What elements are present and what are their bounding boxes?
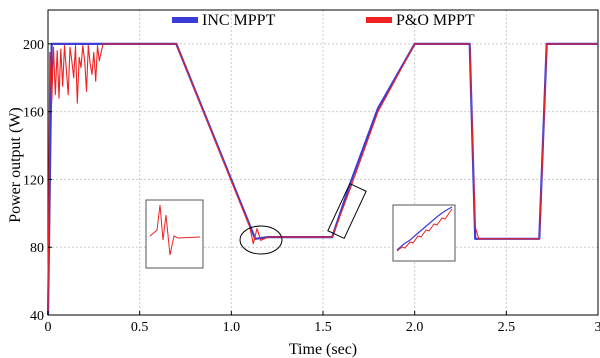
legend-swatch-po [366, 17, 392, 23]
zoom-inset-right-trace-red [396, 208, 453, 252]
highlight-ellipse [239, 225, 283, 255]
x-tick-label: 0.5 [131, 320, 149, 335]
x-tick-label: 1.0 [223, 320, 241, 335]
y-tick-label: 40 [30, 309, 44, 324]
y-tick-label: 200 [23, 38, 44, 53]
y-tick-label: 160 [23, 106, 44, 121]
x-tick-label: 1.5 [314, 320, 332, 335]
x-tick-label: 0 [45, 320, 52, 335]
zoom-inset-left [145, 199, 204, 269]
highlight-box [327, 182, 367, 240]
series-line-po-mppt [47, 43, 598, 316]
x-axis-label: Time (sec) [289, 341, 357, 358]
legend-swatch-inc [172, 17, 198, 23]
series-layer [46, 42, 598, 316]
x-tick-label: 3 [595, 320, 600, 335]
legend-label-po: P&O MPPT [396, 12, 475, 29]
x-tick-label: 2.0 [406, 320, 424, 335]
y-axis-label: Power output (W) [7, 107, 24, 223]
y-tick-label: 120 [23, 173, 44, 188]
legend-label-inc: INC MPPT [202, 12, 276, 29]
zoom-inset-left-trace [149, 204, 201, 256]
legend: INC MPPT P&O MPPT [172, 12, 475, 29]
x-tick-label: 2.5 [498, 320, 516, 335]
ticks-layer: 0 0.5 1.0 1.5 2.0 2.5 3 40 80 120 160 200 [23, 38, 600, 335]
zoom-inset-right-trace-blue [396, 206, 453, 251]
y-tick-label: 80 [30, 241, 44, 256]
annotations [145, 182, 456, 269]
